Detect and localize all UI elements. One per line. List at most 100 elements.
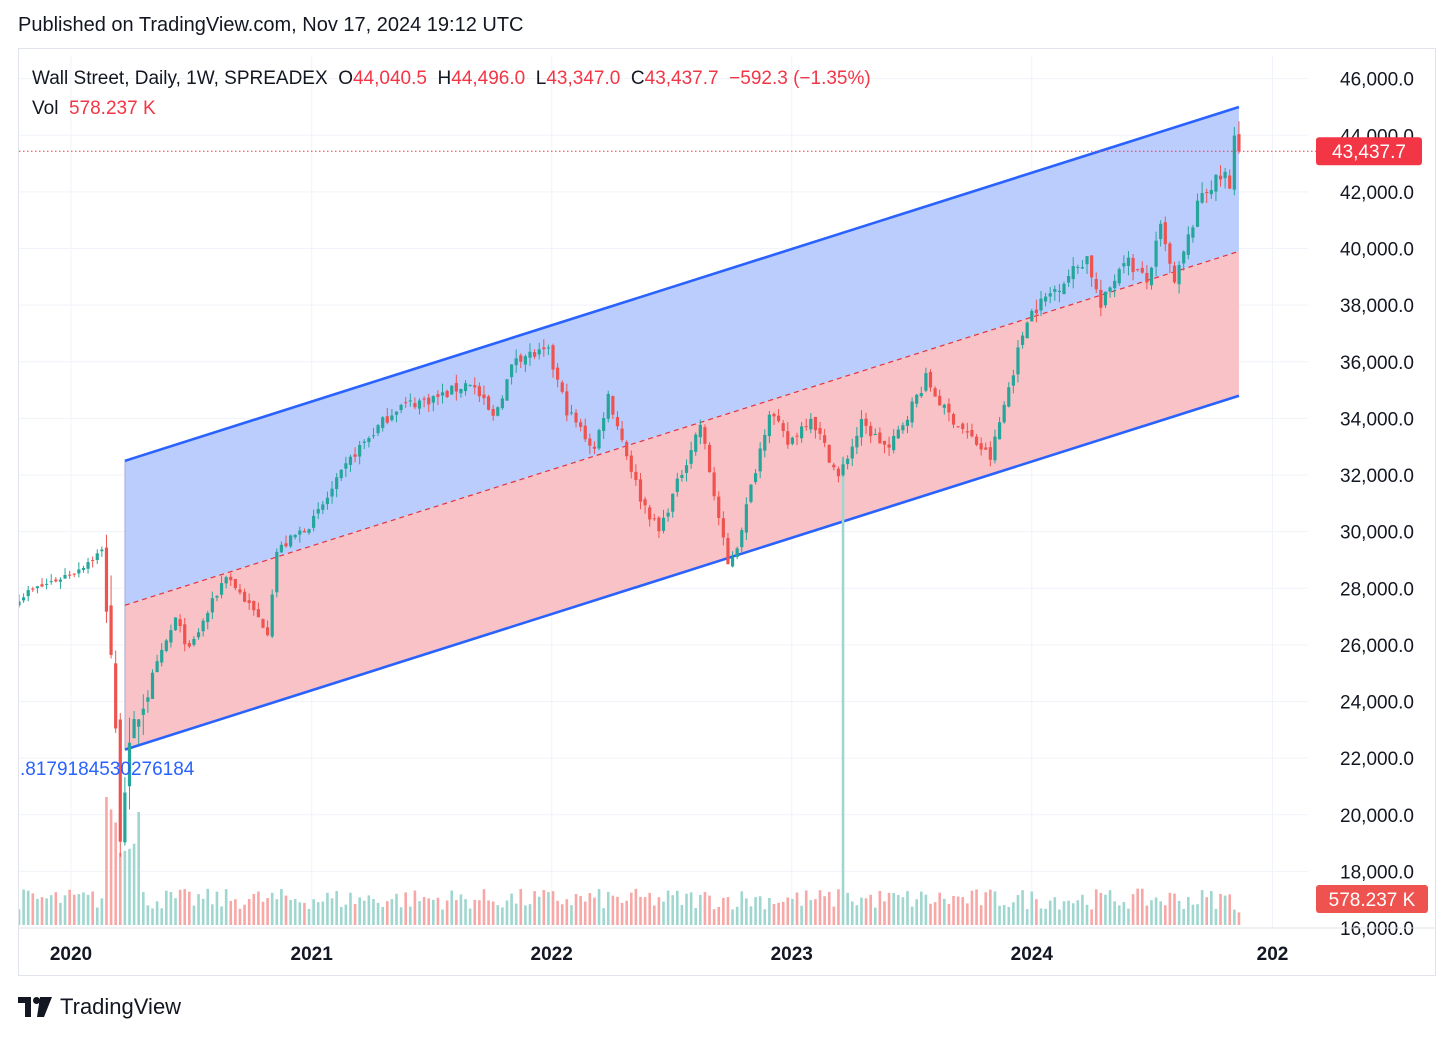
candle-body [1163, 222, 1167, 245]
candle [164, 638, 168, 653]
volume-bar [165, 890, 168, 925]
candle-body [993, 436, 997, 461]
candle-body [1007, 387, 1011, 407]
candle-body [238, 589, 242, 593]
channel-upper-fill [124, 106, 1239, 606]
volume-bar [478, 900, 481, 925]
volume-bar [956, 896, 960, 925]
volume-bar [565, 899, 569, 925]
candle [454, 374, 458, 401]
candle [463, 380, 468, 396]
candle [744, 497, 748, 540]
candle-body [726, 538, 730, 565]
candle-body [804, 426, 808, 428]
candle-body [1057, 290, 1062, 292]
candle-body [31, 588, 35, 590]
volume-bar [574, 894, 578, 925]
candle [348, 454, 353, 472]
candle-body [951, 414, 956, 425]
candle-body [68, 574, 72, 576]
candle-body [473, 385, 477, 388]
volume-bar [132, 843, 136, 925]
volume-bar [1085, 904, 1089, 925]
candle-body [431, 396, 435, 403]
volume-bar [639, 896, 642, 925]
candle [1016, 340, 1020, 383]
volume-bar [270, 892, 274, 925]
volume-bar [335, 890, 338, 925]
volume-bar [418, 901, 421, 925]
volume-bar [850, 901, 854, 925]
candle-body [1062, 283, 1066, 295]
volume-bar [873, 907, 877, 925]
volume-bar [455, 900, 458, 925]
candle [413, 397, 417, 410]
candle [339, 469, 343, 482]
candle-body [1090, 255, 1094, 278]
candle [1025, 321, 1029, 339]
volume-bar [59, 902, 62, 925]
volume-bar [496, 905, 500, 925]
volume-bar [1053, 897, 1057, 925]
volume-bar [1131, 894, 1135, 925]
candle-body [77, 569, 81, 574]
price-tick-label: 28,000.0 [1340, 579, 1414, 600]
volume-bar [878, 890, 882, 925]
volume-bar [261, 901, 265, 925]
volume-bar [128, 848, 131, 925]
volume-bar [432, 899, 435, 925]
volume-bar [1127, 908, 1130, 925]
candle [376, 424, 380, 436]
candle-body [786, 431, 790, 445]
candle-body [132, 719, 136, 739]
volume-series [19, 458, 1241, 925]
candle [928, 369, 933, 392]
candle-body [1103, 291, 1108, 306]
candle-body [137, 719, 141, 727]
volume-bar [54, 892, 58, 925]
candle [505, 378, 509, 401]
candle [675, 472, 679, 497]
candle [965, 422, 969, 439]
candle-body [652, 518, 656, 520]
candle [450, 385, 454, 396]
candle-body [459, 388, 463, 394]
candle-body [809, 418, 813, 430]
candle-body [707, 444, 712, 473]
volume-bar [1154, 897, 1158, 925]
volume-bar [583, 901, 587, 925]
candle [1205, 188, 1209, 204]
candle-body [565, 391, 569, 416]
volume-bar [786, 897, 790, 925]
candle-body [551, 345, 555, 370]
candle-body [680, 474, 684, 478]
candle-body [919, 393, 923, 397]
candle-body [965, 431, 969, 433]
volume-bar [376, 902, 380, 925]
candle [261, 618, 265, 629]
candle [1020, 331, 1025, 349]
volume-bar [616, 896, 619, 925]
volume-bar [524, 905, 527, 925]
candle [781, 419, 785, 438]
volume-bar [1090, 909, 1093, 925]
candle-body [173, 617, 178, 631]
volume-bar [390, 899, 394, 925]
candle [1154, 231, 1158, 277]
candle [178, 614, 182, 633]
volume-bar [381, 906, 384, 925]
chart-frame[interactable] [18, 48, 1436, 976]
volume-bar [514, 903, 518, 925]
candle-body [229, 576, 233, 581]
volume-bar [745, 898, 748, 925]
volume-bar [155, 901, 159, 925]
volume-bar [40, 897, 44, 925]
last-price-tag: 43,437.7 [1316, 137, 1422, 166]
price-tick-label: 20,000.0 [1340, 806, 1414, 827]
volume-bar [896, 895, 900, 925]
candle [1168, 241, 1172, 274]
candle [256, 602, 260, 618]
candle [638, 472, 643, 510]
tradingview-branding[interactable]: TradingView [18, 994, 181, 1020]
